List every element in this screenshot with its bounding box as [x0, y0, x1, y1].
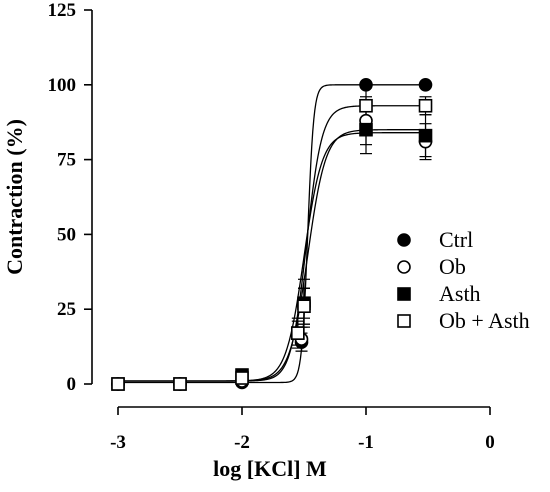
fit-curve-ob-asth	[118, 105, 426, 382]
y-tick-label: 75	[57, 150, 76, 171]
point-ob-asth	[111, 377, 125, 391]
y-axis-title: Contraction (%)	[2, 119, 27, 275]
y-axis: 0 25 50 75 100 125	[48, 0, 93, 395]
point-ctrl	[418, 78, 433, 92]
legend-label: Ob	[439, 254, 466, 279]
y-tick-label: 125	[48, 0, 77, 21]
x-tick-label: -3	[110, 432, 126, 453]
point-ob-asth	[235, 371, 249, 385]
fit-curve-ctrl	[118, 84, 426, 384]
x-axis: -3 -2 -1 0	[110, 406, 495, 453]
data-points	[111, 78, 433, 391]
x-tick-label: -2	[234, 432, 250, 453]
legend-label: Asth	[439, 281, 481, 306]
legend-label: Ob + Asth	[439, 308, 530, 333]
point-ob-asth	[290, 326, 305, 340]
y-tick-label: 100	[48, 75, 77, 96]
point-asth	[418, 128, 433, 143]
point-asth	[359, 122, 373, 137]
x-ticks: -3 -2 -1 0	[110, 407, 495, 453]
legend-marker-asth	[397, 287, 411, 301]
legend-marker-ctrl	[397, 233, 411, 247]
y-tick-label: 50	[57, 224, 76, 245]
y-tick-label: 0	[67, 374, 77, 395]
point-ob-asth	[297, 299, 311, 314]
point-ctrl	[359, 78, 373, 92]
legend-marker-ob-asth	[397, 314, 411, 328]
point-ob-asth	[359, 98, 373, 113]
fit-curve-ob	[118, 129, 426, 382]
fit-curve-asth	[118, 132, 426, 382]
legend-label: Ctrl	[439, 227, 473, 252]
legend-marker-ob	[397, 260, 411, 274]
fit-curves	[118, 84, 426, 384]
x-tick-label: -1	[358, 432, 374, 453]
x-tick-label: 0	[485, 432, 495, 453]
point-ob-asth	[173, 377, 187, 391]
point-ob-asth	[418, 98, 433, 113]
y-ticks: 0 25 50 75 100 125	[48, 0, 92, 395]
y-tick-label: 25	[57, 299, 76, 320]
x-axis-title: log [KCl] M	[213, 456, 327, 481]
